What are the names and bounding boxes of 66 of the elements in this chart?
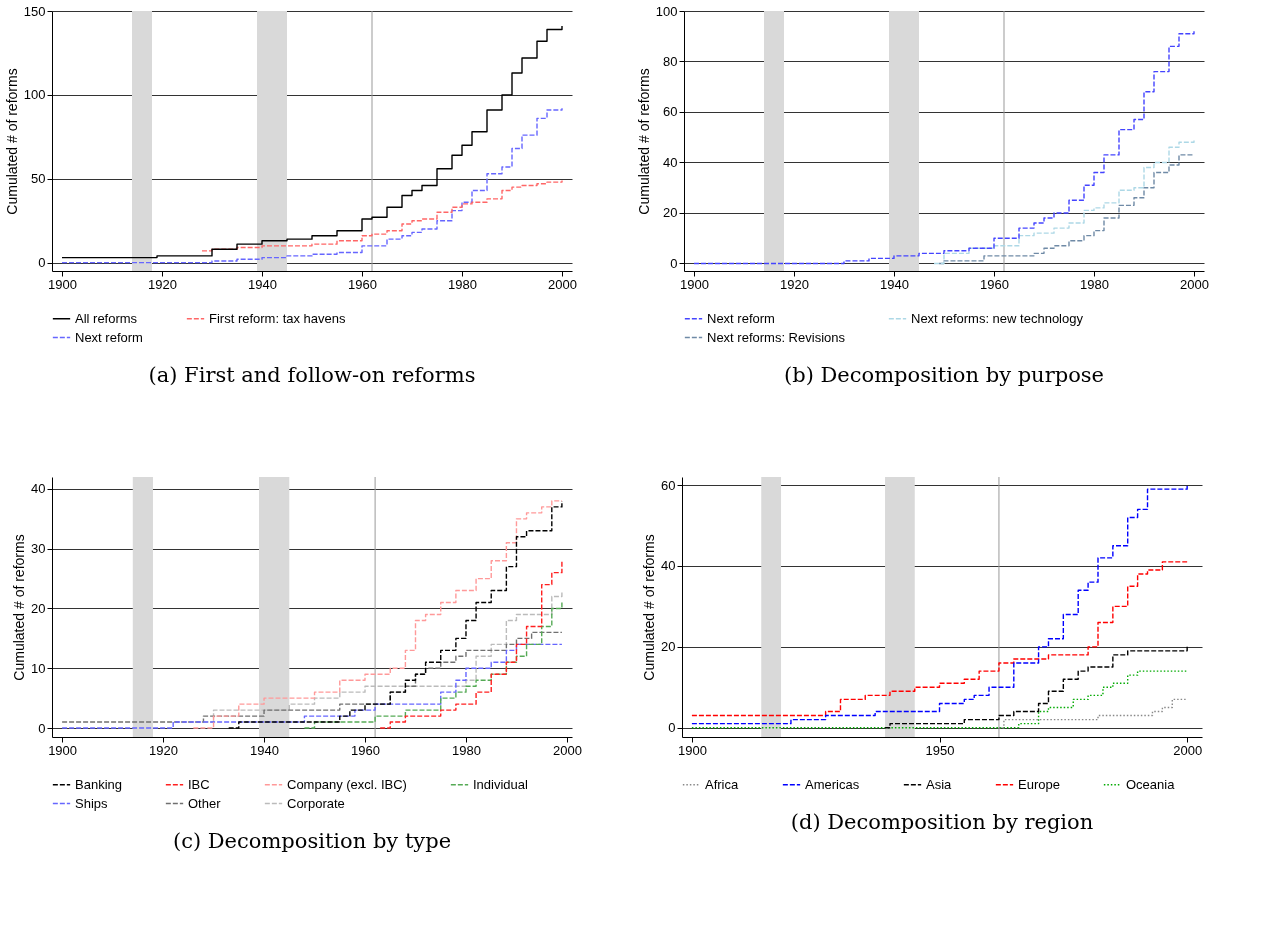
y-tick-label: 0 <box>38 720 46 736</box>
y-tick-label: 60 <box>663 104 678 120</box>
x-tick-label: 1900 <box>680 276 709 292</box>
y-tick-label: 0 <box>668 720 676 736</box>
text: (b) Decomposition by purpose <box>784 363 1104 387</box>
legend-label: Ships <box>75 795 109 811</box>
y-tick-label: 50 <box>31 171 46 187</box>
y-tick-label: 40 <box>663 154 678 170</box>
y-tick-label: 100 <box>655 3 678 19</box>
x-tick-label: 1980 <box>452 742 481 758</box>
y-tick-label: 80 <box>663 53 678 69</box>
x-tick-label: 1960 <box>980 276 1009 292</box>
x-tick-label: 1940 <box>880 276 909 292</box>
y-tick-label: 20 <box>663 205 678 221</box>
text: (c) Decomposition by type <box>172 829 452 853</box>
x-tick-label: 1980 <box>1080 276 1109 292</box>
x-tick-label: 1900 <box>48 276 77 292</box>
x-tick-label: 1920 <box>780 276 809 292</box>
legend-label: All reforms <box>75 310 138 326</box>
y-tick-label: 60 <box>661 477 676 493</box>
legend-label: First reform: tax havens <box>209 310 347 326</box>
legend-label: Next reform <box>75 329 143 345</box>
x-tick-label: 1960 <box>348 276 377 292</box>
x-tick-label: 1950 <box>925 742 955 758</box>
x-tick-label: 1960 <box>351 742 380 758</box>
x-tick-label: 2000 <box>1180 276 1209 292</box>
x-tick-label: 1940 <box>250 742 279 758</box>
legend-label: Next reforms: Revisions <box>707 329 846 345</box>
legend-label: Corporate <box>287 795 345 811</box>
x-tick-label: 1980 <box>448 276 477 292</box>
legend-label: Asia <box>926 776 953 792</box>
y-tick-label: 100 <box>23 87 46 103</box>
y-tick-label: 30 <box>31 541 46 557</box>
y-tick-label: 20 <box>31 600 46 616</box>
y-axis-title: Cumulated # of reforms <box>641 534 658 681</box>
x-tick-label: 2000 <box>548 276 577 292</box>
x-tick-label: 1920 <box>148 276 177 292</box>
y-axis-title: Cumulated # of reforms <box>11 534 28 681</box>
y-tick-label: 150 <box>23 3 46 19</box>
text: (d) Decomposition by region <box>790 810 1094 834</box>
legend-label: IBC <box>188 776 210 792</box>
y-tick-label: 0 <box>38 255 46 271</box>
x-tick-label: 1900 <box>677 742 707 758</box>
y-tick-label: 10 <box>31 660 46 676</box>
x-tick-label: 1900 <box>48 742 78 758</box>
y-tick-label: 40 <box>31 481 46 497</box>
x-tick-label: 2000 <box>552 742 582 758</box>
y-axis-title: Cumulated # of reforms <box>635 68 652 215</box>
text: (a) First and follow-on reforms <box>148 363 476 387</box>
y-tick-label: 40 <box>661 558 676 574</box>
x-tick-label: 1920 <box>149 742 179 758</box>
legend-label: Other <box>188 795 222 811</box>
y-tick-label: 0 <box>670 255 678 271</box>
legend-label: Africa <box>705 776 739 792</box>
legend-label: Individual <box>473 776 529 792</box>
legend-label: Europe <box>1018 776 1060 792</box>
y-tick-label: 20 <box>661 639 676 655</box>
legend-label: Next reforms: new technology <box>911 310 1084 326</box>
legend-label: Next reform <box>707 310 775 326</box>
legend-label: Oceania <box>1126 776 1176 792</box>
legend-label: Company (excl. IBC) <box>287 776 407 792</box>
legend-label: Banking <box>75 776 122 792</box>
x-tick-label: 2000 <box>1173 742 1203 758</box>
y-axis-title: Cumulated # of reforms <box>3 68 20 215</box>
legend-label: Americas <box>805 776 860 792</box>
x-tick-label: 1940 <box>248 276 277 292</box>
